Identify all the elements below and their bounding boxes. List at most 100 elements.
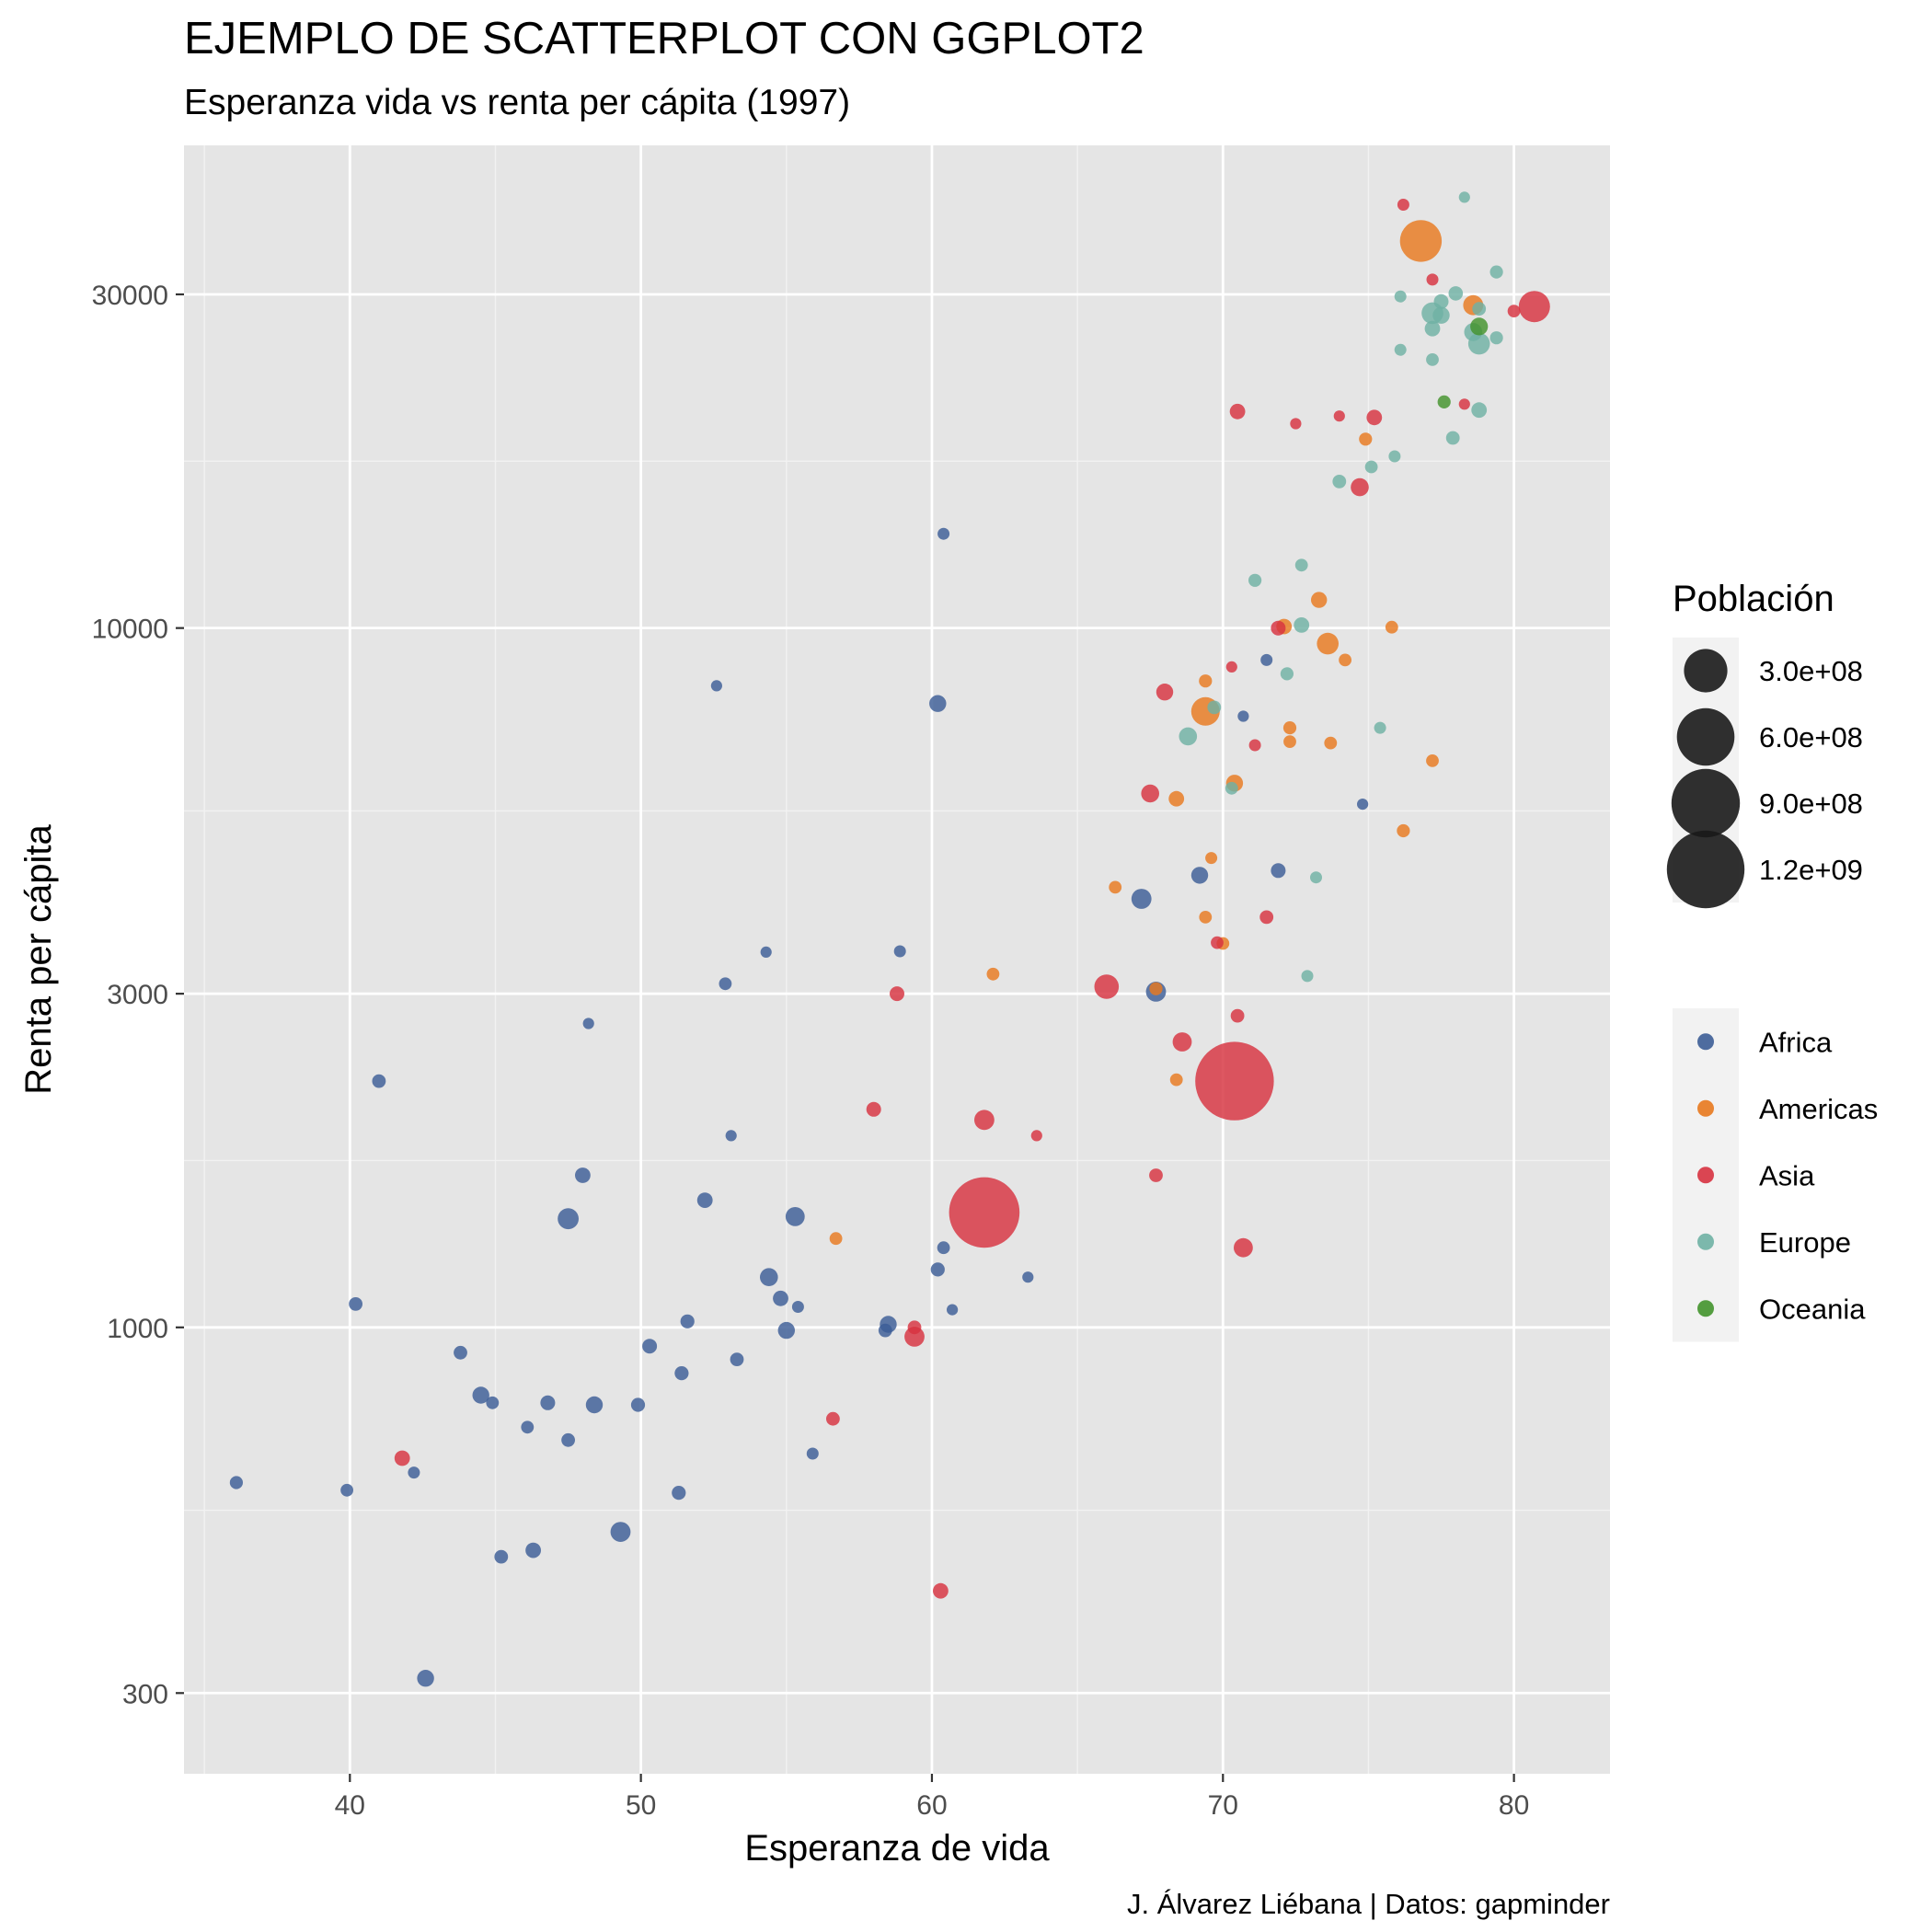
point-asia — [1141, 784, 1159, 803]
point-asia — [826, 1411, 840, 1426]
x-tick-label: 60 — [916, 1790, 947, 1821]
point-africa — [806, 1447, 819, 1460]
point-americas — [1399, 220, 1443, 262]
point-americas — [1385, 620, 1398, 634]
point-asia — [1366, 409, 1383, 426]
point-asia — [907, 1320, 922, 1335]
color-legend-label: Americas — [1759, 1093, 1878, 1125]
point-africa — [672, 1486, 686, 1501]
point-americas — [1359, 432, 1373, 446]
point-asia — [1248, 739, 1261, 752]
point-americas — [1397, 823, 1410, 838]
size-legend-key — [1671, 768, 1741, 838]
color-legend-key-americas — [1697, 1099, 1714, 1117]
color-legend-label: Oceania — [1759, 1293, 1866, 1325]
size-legend-label: 1.2e+09 — [1759, 854, 1863, 886]
y-tick-label: 1000 — [107, 1314, 168, 1344]
y-tick-label: 3000 — [107, 980, 168, 1010]
point-europe — [1207, 700, 1222, 715]
point-europe — [1179, 727, 1198, 746]
point-africa — [575, 1167, 591, 1183]
point-africa — [937, 527, 950, 540]
point-africa — [630, 1397, 646, 1412]
color-legend-key-africa — [1697, 1033, 1714, 1051]
point-americas — [829, 1232, 843, 1246]
point-africa — [937, 1241, 950, 1255]
point-africa — [472, 1386, 489, 1404]
point-europe — [1424, 320, 1441, 337]
size-legend: 3.0e+08 6.0e+08 9.0e+08 1.2e+09 — [1666, 638, 1863, 909]
point-europe — [1248, 573, 1262, 587]
point-asia — [1507, 305, 1521, 317]
point-africa — [525, 1542, 541, 1558]
point-africa — [349, 1297, 362, 1311]
point-africa — [486, 1396, 500, 1409]
x-axis-title: Esperanza de vida — [744, 1828, 1050, 1869]
point-americas — [1426, 754, 1439, 767]
point-africa — [340, 1483, 353, 1497]
point-oceania — [1470, 317, 1489, 336]
point-asia — [1458, 398, 1470, 410]
point-asia — [1195, 1041, 1274, 1121]
point-africa — [1357, 799, 1369, 811]
point-americas — [1283, 735, 1296, 748]
point-americas — [1199, 911, 1213, 924]
point-asia — [1229, 403, 1246, 420]
point-africa — [1131, 889, 1152, 909]
point-asia — [1172, 1032, 1192, 1052]
color-legend-label: Africa — [1759, 1026, 1833, 1058]
point-americas — [1324, 736, 1338, 750]
size-legend-label: 9.0e+08 — [1759, 788, 1863, 820]
point-asia — [866, 1101, 881, 1117]
color-legend-key-europe — [1697, 1233, 1714, 1250]
chart-caption: J. Álvarez Liébana | Datos: gapminder — [1127, 1888, 1610, 1920]
point-americas — [1169, 1073, 1183, 1087]
point-africa — [494, 1549, 509, 1564]
x-tick-label: 80 — [1499, 1790, 1529, 1821]
point-asia — [1397, 199, 1409, 211]
point-africa — [558, 1208, 579, 1230]
point-americas — [1205, 852, 1218, 865]
chart-subtitle: Esperanza vida vs renta per cápita (1997… — [184, 83, 850, 122]
x-tick-label: 40 — [335, 1790, 365, 1821]
point-africa — [229, 1476, 243, 1489]
point-africa — [372, 1074, 386, 1088]
point-europe — [1489, 265, 1503, 279]
point-africa — [719, 977, 732, 991]
point-europe — [1489, 331, 1503, 345]
point-asia — [933, 1582, 949, 1599]
point-africa — [561, 1432, 575, 1447]
point-americas — [1109, 880, 1122, 894]
point-africa — [585, 1396, 604, 1414]
color-legend-key-asia — [1697, 1167, 1714, 1184]
point-africa — [454, 1345, 467, 1360]
point-africa — [777, 1321, 795, 1340]
point-europe — [1301, 970, 1314, 983]
point-europe — [1433, 293, 1449, 309]
axes: 40 50 60 70 80 300 1000 3000 10000 30000 — [92, 281, 1530, 1821]
point-europe — [1471, 402, 1488, 419]
size-legend-key — [1684, 649, 1728, 693]
point-africa — [642, 1339, 658, 1354]
point-europe — [1448, 286, 1464, 301]
x-tick-label: 70 — [1208, 1790, 1238, 1821]
point-africa — [930, 1262, 945, 1277]
point-africa — [582, 1018, 594, 1029]
point-africa — [893, 945, 906, 958]
point-africa — [674, 1366, 689, 1381]
point-europe — [1472, 302, 1487, 316]
point-asia — [949, 1177, 1020, 1248]
point-europe — [1394, 290, 1407, 303]
point-asia — [1426, 273, 1439, 286]
point-asia — [1518, 291, 1550, 323]
data-points — [229, 191, 1550, 1687]
point-americas — [1339, 653, 1351, 667]
point-africa — [725, 1130, 737, 1142]
point-africa — [408, 1466, 420, 1479]
point-africa — [1237, 710, 1249, 722]
point-europe — [1310, 871, 1322, 884]
plot-panel — [184, 145, 1610, 1774]
point-americas — [1282, 721, 1297, 735]
point-africa — [760, 946, 772, 958]
